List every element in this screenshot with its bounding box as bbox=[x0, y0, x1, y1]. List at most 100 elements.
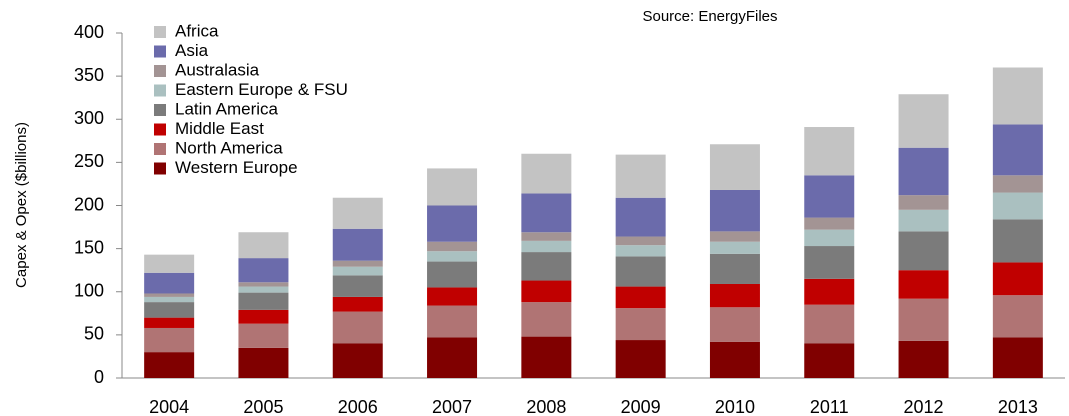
bar-segment bbox=[709, 341, 760, 378]
y-tick-label: 200 bbox=[74, 194, 104, 214]
bar-segment bbox=[804, 343, 855, 378]
bar-segment bbox=[804, 246, 855, 279]
bar-segment bbox=[709, 189, 760, 232]
legend-swatch bbox=[154, 26, 166, 38]
x-tick-label: 2013 bbox=[998, 397, 1038, 416]
x-tick-label: 2008 bbox=[526, 397, 566, 416]
bar-segment bbox=[615, 245, 666, 257]
bar-segment bbox=[992, 124, 1043, 176]
bar-segment bbox=[521, 193, 572, 233]
bar-segment bbox=[521, 336, 572, 378]
bar-segment bbox=[238, 282, 289, 287]
x-tick-label: 2006 bbox=[338, 397, 378, 416]
legend-swatch bbox=[154, 65, 166, 77]
bar-segment bbox=[898, 231, 949, 271]
bar-segment bbox=[709, 307, 760, 342]
y-tick-label: 0 bbox=[94, 367, 104, 387]
bar-segment bbox=[427, 337, 478, 378]
bar-segment bbox=[144, 272, 195, 294]
bar-segment bbox=[332, 296, 383, 312]
bar-segment bbox=[615, 286, 666, 309]
bar-segment bbox=[521, 280, 572, 303]
bar-segment bbox=[144, 352, 195, 378]
bar-segment bbox=[992, 67, 1043, 125]
x-tick-label: 2010 bbox=[715, 397, 755, 416]
bar-segment bbox=[615, 308, 666, 341]
x-tick-label: 2007 bbox=[432, 397, 472, 416]
legend-label: Western Europe bbox=[175, 158, 298, 177]
bar-segment bbox=[238, 347, 289, 378]
bar-segment bbox=[238, 292, 289, 310]
bar-segment bbox=[992, 295, 1043, 338]
bar-segment bbox=[427, 261, 478, 288]
bar-segment bbox=[521, 232, 572, 241]
legend-label: Middle East bbox=[175, 119, 264, 138]
legend-label: Africa bbox=[175, 21, 219, 40]
bar-segment bbox=[992, 219, 1043, 263]
bar-segment bbox=[898, 209, 949, 232]
bar-segment bbox=[144, 317, 195, 328]
bar-segment bbox=[615, 154, 666, 198]
bar-segment bbox=[709, 253, 760, 284]
legend-swatch bbox=[154, 45, 166, 58]
bar-segment bbox=[992, 262, 1043, 296]
bar-segment bbox=[427, 287, 478, 306]
y-tick-label: 350 bbox=[74, 65, 104, 85]
legend-swatch bbox=[154, 104, 166, 116]
bar-segment bbox=[898, 94, 949, 148]
bar-segment bbox=[144, 254, 195, 273]
y-tick-label: 250 bbox=[74, 151, 104, 171]
bar-segment bbox=[898, 298, 949, 341]
y-tick-label: 400 bbox=[74, 22, 104, 42]
bar-segment bbox=[992, 192, 1043, 220]
bar-segment bbox=[144, 302, 195, 318]
legend-label: Eastern Europe & FSU bbox=[175, 80, 348, 99]
bar-segment bbox=[804, 304, 855, 344]
bar-segment bbox=[332, 311, 383, 344]
bar-segment bbox=[332, 275, 383, 297]
y-tick-label: 50 bbox=[84, 324, 104, 344]
x-tick-label: 2009 bbox=[621, 397, 661, 416]
bar-segment bbox=[804, 175, 855, 218]
bar-segment bbox=[804, 217, 855, 230]
bar-segment bbox=[898, 147, 949, 196]
x-tick-label: 2012 bbox=[904, 397, 944, 416]
bar-segment bbox=[332, 197, 383, 229]
bar-segment bbox=[144, 327, 195, 353]
bar-segment bbox=[615, 197, 666, 237]
bar-segment bbox=[427, 205, 478, 242]
legend-swatch bbox=[154, 123, 166, 136]
bar-segment bbox=[804, 229, 855, 247]
legend-swatch bbox=[154, 162, 166, 175]
bar-segment bbox=[898, 340, 949, 378]
bar-segment bbox=[238, 323, 289, 348]
bar-segment bbox=[238, 258, 289, 283]
bar-segment bbox=[709, 241, 760, 254]
bar-segment bbox=[992, 337, 1043, 378]
legend-swatch bbox=[154, 84, 166, 97]
bar-segment bbox=[615, 256, 666, 287]
bar-segment bbox=[709, 231, 760, 242]
bar-segment bbox=[427, 241, 478, 252]
x-tick-label: 2005 bbox=[243, 397, 283, 416]
legend-label: North America bbox=[175, 138, 283, 157]
bar-segment bbox=[427, 251, 478, 262]
bar-segment bbox=[238, 232, 289, 259]
legend-label: Asia bbox=[175, 41, 209, 60]
bar-segment bbox=[144, 296, 195, 303]
bar-segment bbox=[898, 195, 949, 210]
bar-segment bbox=[332, 228, 383, 261]
bar-segment bbox=[804, 127, 855, 176]
y-tick-label: 100 bbox=[74, 281, 104, 301]
legend-label: Australasia bbox=[175, 60, 260, 79]
y-tick-label: 150 bbox=[74, 237, 104, 257]
bar-segment bbox=[898, 270, 949, 299]
x-tick-label: 2011 bbox=[810, 397, 849, 416]
source: Source: EnergyFiles bbox=[642, 8, 777, 25]
legend-label: Latin America bbox=[175, 99, 279, 118]
bar-segment bbox=[521, 153, 572, 194]
legend-swatch bbox=[154, 143, 166, 155]
bar-segment bbox=[804, 278, 855, 305]
bar-segment bbox=[709, 144, 760, 190]
